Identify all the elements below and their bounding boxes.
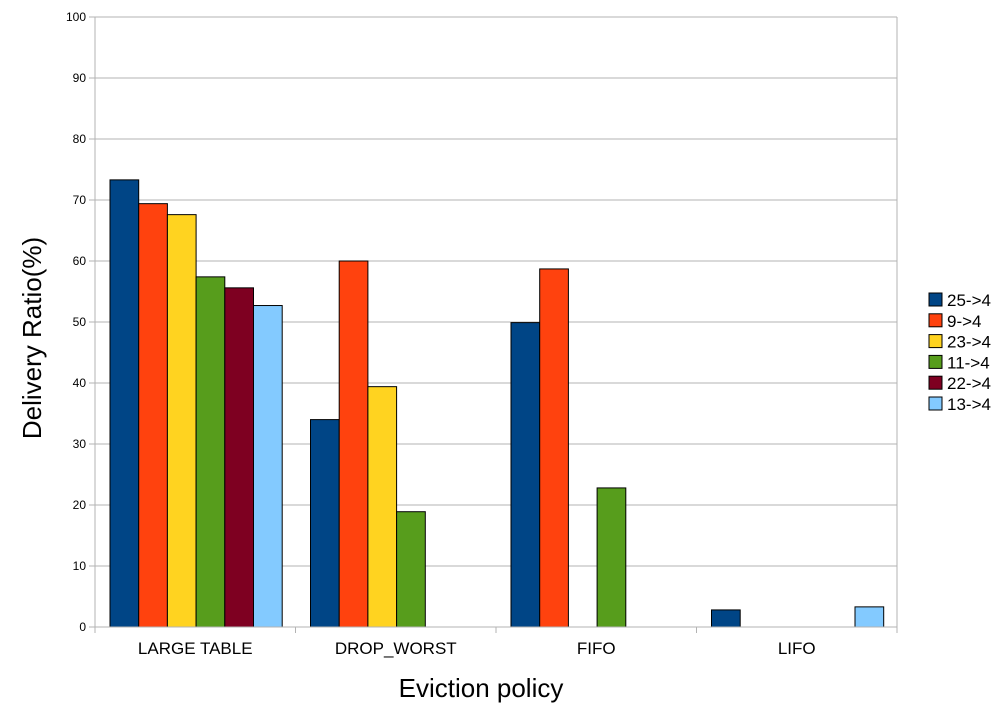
bars <box>109 179 885 628</box>
legend-label: 23->4 <box>947 333 991 352</box>
bar-drop-worst-25-4 <box>310 419 340 628</box>
legend-label: 11->4 <box>947 353 990 372</box>
bar-fifo-11-4 <box>596 487 627 628</box>
bar-lifo-13-4 <box>854 606 885 628</box>
y-tick-label: 90 <box>73 71 87 85</box>
y-tick-label: 40 <box>73 376 87 390</box>
x-category-label: DROP_WORST <box>335 639 457 658</box>
bar-drop-worst-23-4 <box>367 386 398 628</box>
axes <box>89 16 898 633</box>
y-tick-label: 60 <box>73 254 87 268</box>
legend-swatch <box>928 396 943 411</box>
y-tick-label: 20 <box>73 498 87 512</box>
bar-large-table-23-4 <box>166 214 197 628</box>
y-tick-label: 100 <box>66 10 86 24</box>
legend-swatch <box>928 375 943 390</box>
bar-large-table-13-4 <box>253 305 283 628</box>
bar-large-table-22-4 <box>224 287 255 628</box>
y-tick-label: 10 <box>73 559 87 573</box>
x-category-labels: LARGE TABLE DROP_WORST FIFO LIFO <box>138 639 816 658</box>
x-category-label: LARGE TABLE <box>138 639 253 658</box>
legend-label: 13->4 <box>947 395 991 414</box>
y-tick-label: 70 <box>73 193 87 207</box>
legend-swatch <box>928 292 943 307</box>
bar-large-table-25-4 <box>109 179 140 628</box>
legend-swatch <box>928 354 943 369</box>
legend-label: 25->4 <box>947 291 991 310</box>
bar-drop-worst-11-4 <box>396 511 426 628</box>
y-tick-labels: 0 10 20 30 40 50 60 70 80 90 100 <box>66 10 86 634</box>
legend: 25->4 9->4 23->411->4 22->4 13->4 <box>928 291 991 414</box>
legend-swatch <box>928 313 943 328</box>
x-category-label: FIFO <box>577 639 616 658</box>
legend-label: 22->4 <box>947 374 991 393</box>
y-tick-label: 0 <box>79 620 86 634</box>
bar-large-table-11-4 <box>195 276 226 628</box>
bar-fifo-25-4 <box>510 322 541 628</box>
y-tick-label: 50 <box>73 315 87 329</box>
bar-lifo-25-4 <box>711 609 741 628</box>
y-tick-label: 80 <box>73 132 87 146</box>
legend-label: 9->4 <box>947 312 982 331</box>
bar-large-table-9-4 <box>138 203 168 628</box>
legend-swatch <box>928 334 943 349</box>
bar-drop-worst-9-4 <box>338 260 369 628</box>
x-category-label: LIFO <box>778 639 816 658</box>
y-axis-title: Delivery Ratio(%) <box>17 237 47 439</box>
y-tick-label: 30 <box>73 437 87 451</box>
bar-fifo-9-4 <box>539 268 569 628</box>
x-axis-title: Eviction policy <box>399 673 564 703</box>
